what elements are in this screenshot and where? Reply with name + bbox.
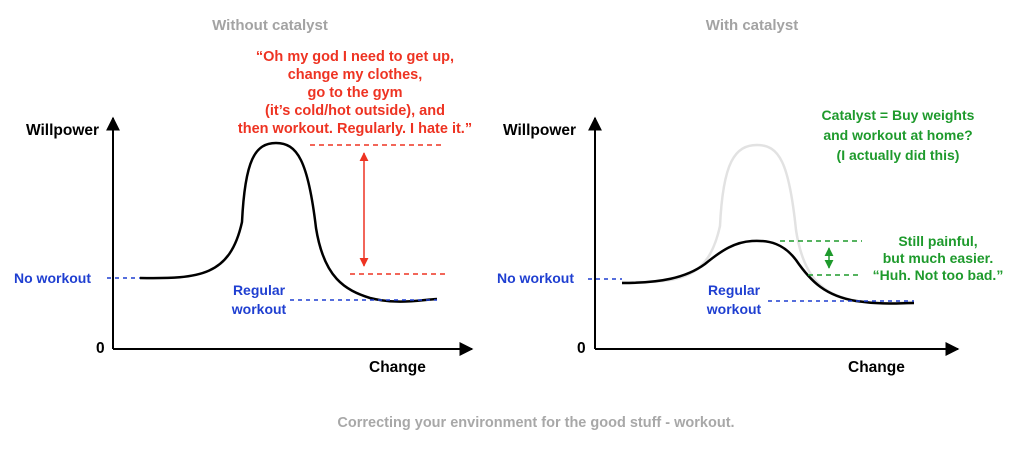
right-willpower-curve <box>621 239 915 305</box>
right-catalyst-line: (I actually did this) <box>837 147 960 163</box>
right-still-note: Still painful, but much easier. “Huh. No… <box>873 233 1004 283</box>
right-catalyst-note: Catalyst = Buy weights and workout at ho… <box>822 107 975 163</box>
right-no-workout-label: No workout <box>497 270 574 286</box>
left-quote-line: then workout. Regularly. I hate it.” <box>238 121 472 137</box>
left-panel-title: Without catalyst <box>212 17 328 34</box>
right-regular-label-line2: workout <box>706 301 762 317</box>
right-regular-label-line1: Regular <box>708 282 761 298</box>
left-origin-label: 0 <box>96 340 105 357</box>
left-regular-label-line1: Regular <box>233 282 286 298</box>
left-x-axis-label: Change <box>369 359 426 376</box>
left-quote-line: (it’s cold/hot outside), and <box>265 103 445 119</box>
left-quote-line: change my clothes, <box>288 67 423 83</box>
right-panel: With catalyst Willpower 0 Change No work… <box>497 17 1003 376</box>
left-panel: Without catalyst Willpower 0 Change No w… <box>14 17 474 376</box>
left-no-workout-label: No workout <box>14 270 91 286</box>
left-quote-line: “Oh my god I need to get up, <box>256 49 454 65</box>
right-x-axis-label: Change <box>848 359 905 376</box>
left-quote-line: go to the gym <box>307 85 402 101</box>
left-willpower-curve <box>139 141 438 303</box>
caption: Correcting your environment for the good… <box>337 415 734 431</box>
right-still-line: “Huh. Not too bad.” <box>873 267 1004 283</box>
left-y-axis-label: Willpower <box>26 122 99 139</box>
right-catalyst-line: and workout at home? <box>823 127 972 143</box>
left-regular-label-line2: workout <box>231 301 287 317</box>
right-origin-label: 0 <box>577 340 586 357</box>
right-panel-title: With catalyst <box>706 17 798 34</box>
right-still-line: Still painful, <box>898 233 977 249</box>
right-catalyst-line: Catalyst = Buy weights <box>822 107 975 123</box>
right-y-axis-label: Willpower <box>503 122 576 139</box>
right-still-line: but much easier. <box>883 250 993 266</box>
left-quote: “Oh my god I need to get up, change my c… <box>238 49 472 137</box>
